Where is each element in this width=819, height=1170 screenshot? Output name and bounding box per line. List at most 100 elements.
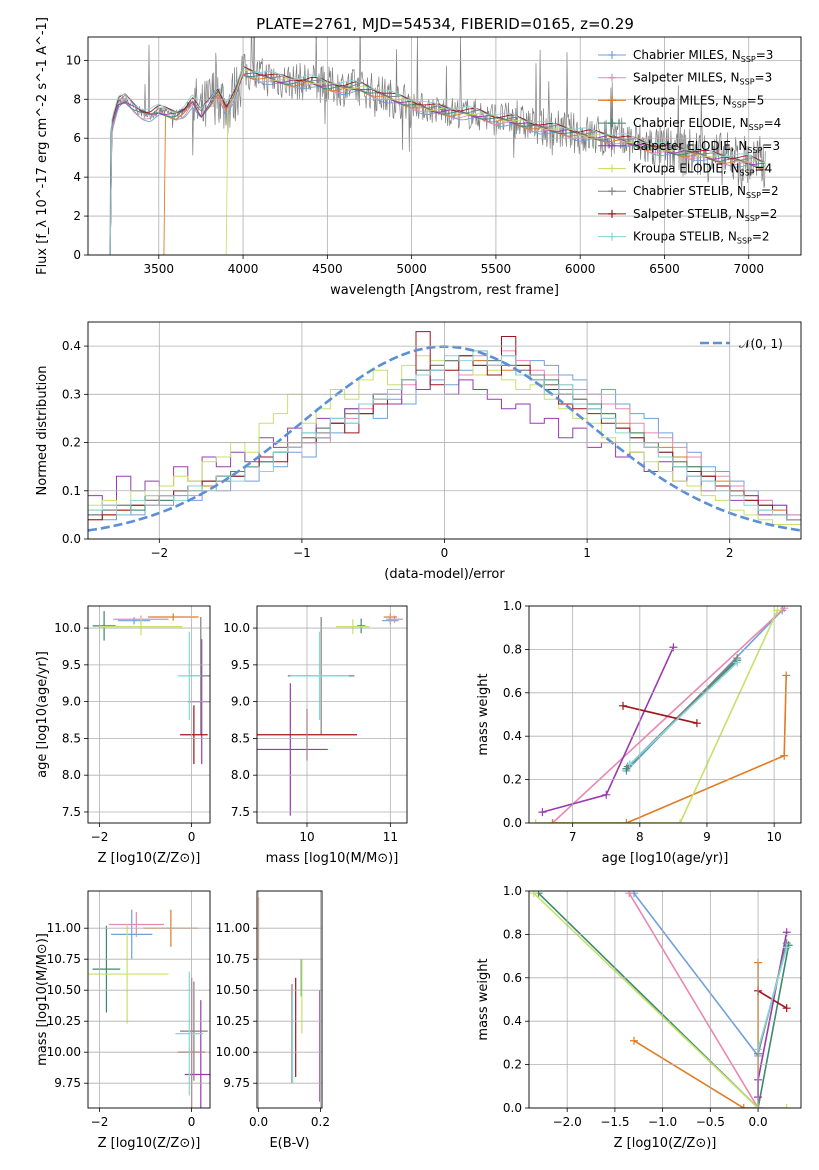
- panel-weight_vs_age: 7 8 9 10 0.0 0.2 0.4 0.6 0.8 1.0 age [log10(age/yr…: [476, 599, 802, 866]
- legend-entry: Chabrier STELIB, NSSP=2: [633, 184, 779, 200]
- marker: [608, 232, 616, 241]
- panel-age_vs_Z: −2 0 7.5 8.0 8.5 9.0 9.5 10.0 Z [log10(Z/Z⊙)] age…: [35, 605, 211, 866]
- x-tick-label: 5500: [481, 262, 512, 276]
- y-tick-label: 10.25: [216, 1014, 250, 1028]
- model-spectrum-salpeter-miles: [109, 73, 765, 255]
- weight-line-chabrier-elodie: [537, 892, 790, 1108]
- y-tick-label: 9.5: [231, 658, 250, 672]
- marker: [782, 928, 791, 937]
- y-tick-label: 0.1: [62, 484, 81, 498]
- plot-area: [88, 909, 210, 1108]
- panel-spectrum: 3500 4000 4500 5000 5500 6000 6500 7000 0 2 4 6 8 10 w…: [35, 17, 802, 298]
- axes-frame: [87, 890, 211, 1109]
- x-tick-label: 8: [636, 830, 644, 844]
- x-tick-label: 10: [766, 830, 781, 844]
- y-tick-label: 1.0: [503, 599, 522, 613]
- marker: [780, 606, 789, 613]
- x-tick-label: −1.5: [600, 1115, 629, 1129]
- x-tick-label: 4000: [228, 262, 259, 276]
- x-axis-label: mass [log10(M/M⊙)]: [266, 851, 399, 866]
- y-tick-label: 0.2: [503, 773, 522, 787]
- legend-entry: 𝒩(0, 1): [739, 337, 783, 351]
- x-tick-label: −2.0: [553, 1115, 582, 1129]
- weight-line-kroupa-elodie: [533, 892, 787, 1108]
- x-axis-label: (data-model)/error: [384, 567, 505, 582]
- axes-frame: [528, 890, 802, 1109]
- y-tick-label: 11.00: [47, 921, 81, 935]
- x-axis-label: Z [log10(Z/Z⊙)]: [614, 1136, 717, 1151]
- x-axis-label: Z [log10(Z/Z⊙)]: [98, 851, 201, 866]
- marker: [739, 1104, 748, 1108]
- legend-value: =5: [747, 93, 765, 107]
- x-tick-label: 2: [726, 546, 734, 560]
- legend-value: =3: [762, 139, 780, 153]
- x-axis-label: age [log10(age/yr)]: [602, 851, 729, 866]
- marker: [529, 891, 538, 898]
- legend-value: =3: [755, 71, 773, 85]
- marker: [538, 808, 547, 817]
- y-tick-label: 10.0: [54, 621, 81, 635]
- weight-line-salpeter-miles: [628, 892, 759, 1108]
- y-tick-label: 9.0: [231, 695, 250, 709]
- y-tick-label: 10.0: [223, 621, 250, 635]
- legend-entry: Salpeter STELIB, NSSP=2: [633, 207, 777, 223]
- y-tick-label: 10.00: [216, 1045, 250, 1059]
- x-axis-label: E(B-V): [269, 1136, 309, 1151]
- y-tick-label: 10: [66, 53, 81, 67]
- weight-line-kroupa-miles: [633, 962, 759, 1108]
- y-tick-label: 0: [73, 248, 81, 262]
- marker: [608, 119, 616, 128]
- marker: [782, 1004, 791, 1013]
- y-tick-label: 8.5: [62, 731, 81, 745]
- observed-spectrum: [109, 37, 766, 255]
- legend-entry: Salpeter MILES, NSSP=3: [633, 71, 772, 87]
- axes-frame: [87, 321, 802, 540]
- y-tick-label: 1.0: [503, 884, 522, 898]
- plot-area: [92, 611, 210, 765]
- plot-area: [257, 613, 403, 816]
- x-tick-label: −2: [150, 546, 168, 560]
- weight-line-chabrier-miles: [633, 892, 759, 1057]
- y-axis-label: Flux [f_λ 10^-17 erg cm^-2 s^-1 A^-1]: [35, 17, 50, 275]
- panel-mass_vs_Z: −2 0 9.75 10.00 10.25 10.50 10.75 11.00 Z [log10…: [35, 890, 211, 1151]
- x-tick-label: 6500: [649, 262, 680, 276]
- panel-age_vs_mass: 10 11 7.5 8.0 8.5 9.0 9.5 10.0 mass [log10(M/M⊙)…: [223, 605, 408, 866]
- panel-residuals: −2 −1 0 1 2 0.0 0.1 0.2 0.3 0.4 (data-model)/error…: [35, 321, 802, 582]
- y-axis-label: age [log10(age/yr)]: [35, 651, 50, 778]
- x-tick-label: 9: [703, 830, 711, 844]
- legend-entry: Kroupa STELIB, NSSP=2: [633, 230, 770, 246]
- y-tick-label: 6: [73, 131, 81, 145]
- x-tick-label: 0: [188, 830, 196, 844]
- x-axis-label: Z [log10(Z/Z⊙)]: [98, 1136, 201, 1151]
- y-tick-label: 8: [73, 92, 81, 106]
- marker: [782, 943, 791, 952]
- y-tick-label: 9.75: [223, 1076, 250, 1090]
- legend-entry: Chabrier MILES, NSSP=3: [633, 48, 773, 64]
- y-tick-label: 10.50: [47, 983, 81, 997]
- marker: [548, 819, 557, 823]
- x-tick-label: 6000: [565, 262, 596, 276]
- y-tick-label: 0.6: [503, 971, 522, 985]
- y-axis-label: mass weight: [476, 958, 491, 1040]
- marker: [625, 891, 634, 898]
- panel-mass_vs_ebv: 0.0 0.2 9.75 10.00 10.25 10.50 10.75 11.00 E(B-V…: [216, 890, 330, 1151]
- y-tick-label: 8.5: [231, 731, 250, 745]
- marker: [608, 51, 616, 59]
- marker: [625, 760, 634, 769]
- marker: [608, 73, 616, 82]
- y-tick-label: 0.8: [503, 927, 522, 941]
- legend-subscript: SSP: [746, 191, 761, 200]
- y-tick-label: 9.0: [62, 695, 81, 709]
- y-tick-label: 0.3: [62, 387, 81, 401]
- marker: [531, 819, 540, 823]
- marker: [773, 606, 782, 615]
- y-tick-label: 0.4: [62, 339, 81, 353]
- x-tick-label: 4500: [312, 262, 343, 276]
- marker: [602, 790, 611, 799]
- y-tick-label: 10.50: [216, 983, 250, 997]
- legend-value: =4: [764, 116, 782, 130]
- axes-frame: [256, 605, 408, 824]
- x-tick-label: 7000: [733, 262, 764, 276]
- legend-subscript: SSP: [732, 100, 747, 109]
- marker: [608, 141, 616, 150]
